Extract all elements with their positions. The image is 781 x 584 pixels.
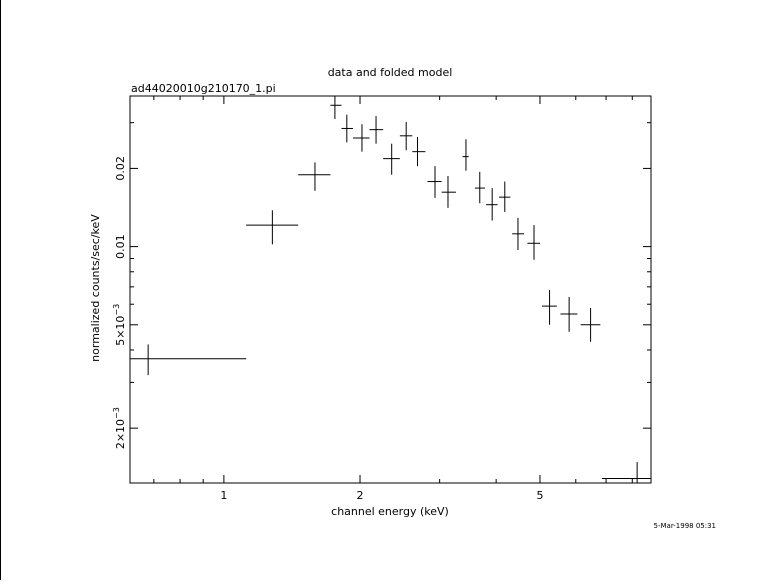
y-tick-label: 5×10−3 xyxy=(112,304,127,346)
data-point xyxy=(412,137,426,167)
data-point xyxy=(499,181,511,212)
data-point xyxy=(399,121,413,151)
timestamp: 5-Mar-1998 05:31 xyxy=(654,522,716,530)
data-point xyxy=(341,114,354,143)
x-tick-label: 1 xyxy=(220,489,227,502)
x-tick-label: 2 xyxy=(357,489,364,502)
data-point xyxy=(130,344,247,376)
data-point xyxy=(330,96,342,119)
data-point xyxy=(462,139,469,171)
data-point xyxy=(369,116,384,144)
y-axis-label: normalized counts/sec/keV xyxy=(89,214,102,362)
data-point xyxy=(298,162,331,191)
plot-frame xyxy=(129,95,652,484)
x-tick-label: 5 xyxy=(536,489,543,502)
data-point xyxy=(486,188,498,221)
data-point xyxy=(512,217,525,251)
data-point xyxy=(580,308,601,342)
data-point xyxy=(246,210,299,245)
data-point xyxy=(383,143,400,175)
data-point xyxy=(527,225,540,260)
chart-subtitle: ad44020010g210170_1.pi xyxy=(131,82,276,95)
data-points-layer xyxy=(130,96,651,483)
data-point xyxy=(474,171,486,204)
data-point xyxy=(353,124,370,152)
data-point xyxy=(560,296,578,332)
window-left-edge xyxy=(0,0,1,580)
data-point xyxy=(441,175,456,208)
data-point xyxy=(541,290,557,325)
y-tick-label: 0.02 xyxy=(114,156,127,181)
x-axis-label: channel energy (keV) xyxy=(331,505,449,518)
data-point xyxy=(601,462,651,483)
y-tick-label: 2×10−3 xyxy=(112,407,127,449)
ticks-layer: 1 2 5 2×10−3 5×10−3 0.01 0.02 xyxy=(112,96,651,502)
y-tick-label: 0.01 xyxy=(114,234,127,259)
chart-title: data and folded model xyxy=(328,66,453,79)
data-point xyxy=(427,166,442,198)
